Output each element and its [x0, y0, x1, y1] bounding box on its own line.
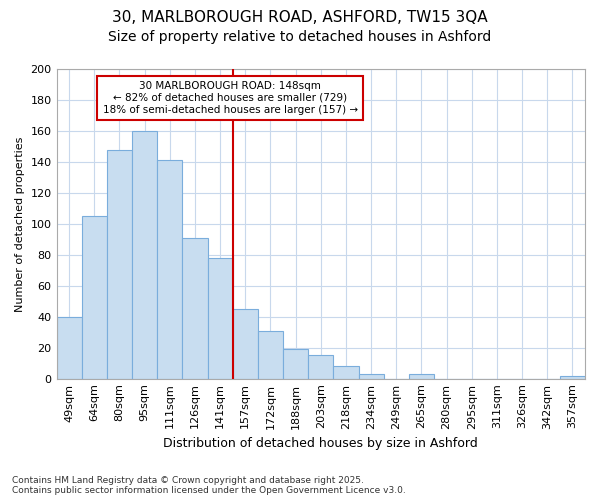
Text: 30, MARLBOROUGH ROAD, ASHFORD, TW15 3QA: 30, MARLBOROUGH ROAD, ASHFORD, TW15 3QA	[112, 10, 488, 25]
Bar	[157, 160, 182, 378]
Bar	[132, 131, 157, 378]
Bar	[258, 330, 283, 378]
Bar	[208, 258, 233, 378]
Text: Size of property relative to detached houses in Ashford: Size of property relative to detached ho…	[109, 30, 491, 44]
Bar	[560, 376, 585, 378]
Y-axis label: Number of detached properties: Number of detached properties	[15, 136, 25, 312]
X-axis label: Distribution of detached houses by size in Ashford: Distribution of detached houses by size …	[163, 437, 478, 450]
Bar	[233, 309, 258, 378]
Bar	[107, 150, 132, 378]
Bar	[56, 316, 82, 378]
Text: 30 MARLBOROUGH ROAD: 148sqm
← 82% of detached houses are smaller (729)
18% of se: 30 MARLBOROUGH ROAD: 148sqm ← 82% of det…	[103, 82, 358, 114]
Bar	[334, 366, 359, 378]
Bar	[283, 350, 308, 378]
Bar	[308, 356, 334, 378]
Text: Contains HM Land Registry data © Crown copyright and database right 2025.
Contai: Contains HM Land Registry data © Crown c…	[12, 476, 406, 495]
Bar	[409, 374, 434, 378]
Bar	[182, 238, 208, 378]
Bar	[82, 216, 107, 378]
Bar	[359, 374, 383, 378]
